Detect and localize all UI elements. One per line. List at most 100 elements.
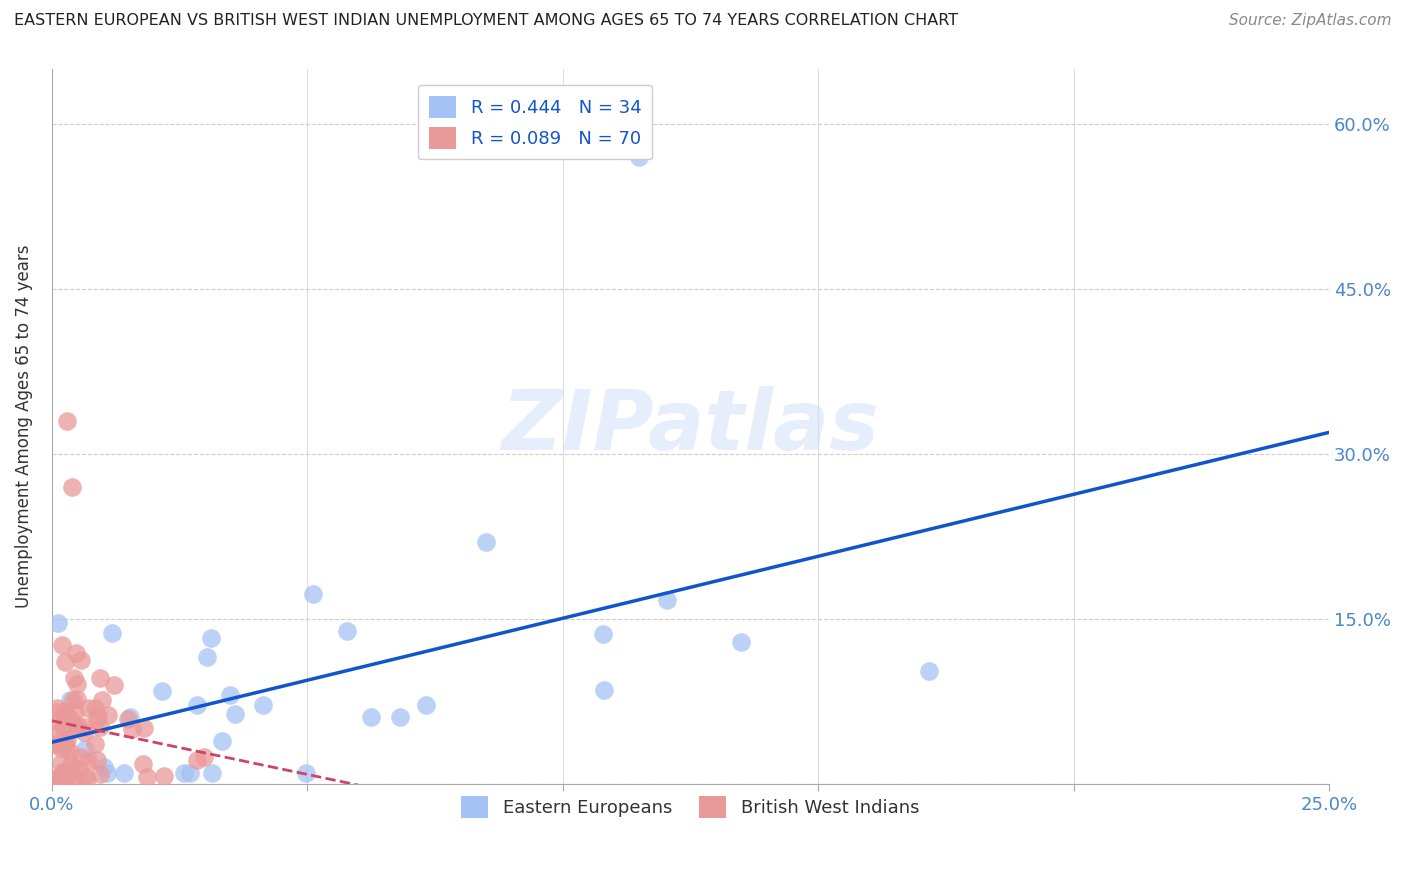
Point: [51, 772, 73, 786]
Point: [62, 671, 84, 685]
Point: [179, 766, 201, 780]
Point: [51, 765, 73, 780]
Point: [97, 708, 120, 723]
Point: [193, 749, 215, 764]
Point: [730, 634, 752, 648]
Point: [48, 770, 70, 784]
Point: [101, 625, 124, 640]
Point: [70, 653, 93, 667]
Point: [360, 710, 382, 724]
Point: [655, 592, 678, 607]
Point: [118, 710, 141, 724]
Point: [132, 757, 155, 772]
Point: [62, 693, 84, 707]
Point: [53, 764, 76, 779]
Point: [918, 664, 941, 678]
Point: [77, 701, 100, 715]
Point: [96, 766, 118, 780]
Text: ZIPatlas: ZIPatlas: [502, 386, 879, 467]
Point: [56, 414, 79, 428]
Point: [45, 701, 67, 715]
Point: [53, 736, 76, 750]
Point: [592, 626, 614, 640]
Point: [75, 769, 97, 783]
Point: [73, 741, 96, 756]
Point: [87, 709, 110, 723]
Point: [65, 705, 87, 719]
Point: [45, 738, 67, 752]
Point: [136, 770, 159, 784]
Point: [65, 647, 87, 661]
Point: [75, 720, 97, 734]
Point: [53, 772, 76, 786]
Point: [121, 722, 143, 736]
Point: [628, 150, 651, 164]
Point: [112, 766, 135, 780]
Point: [58, 766, 80, 780]
Point: [52, 721, 75, 735]
Point: [173, 766, 195, 780]
Point: [46, 616, 69, 631]
Point: [388, 710, 411, 724]
Point: [66, 677, 89, 691]
Text: EASTERN EUROPEAN VS BRITISH WEST INDIAN UNEMPLOYMENT AMONG AGES 65 TO 74 YEARS C: EASTERN EUROPEAN VS BRITISH WEST INDIAN …: [14, 13, 957, 29]
Point: [59, 711, 82, 725]
Point: [59, 692, 82, 706]
Point: [53, 655, 76, 669]
Point: [76, 772, 98, 786]
Point: [83, 738, 105, 752]
Point: [336, 624, 359, 639]
Point: [86, 712, 108, 726]
Point: [186, 698, 208, 713]
Point: [89, 671, 111, 685]
Point: [55, 741, 77, 756]
Point: [56, 723, 79, 737]
Point: [89, 767, 111, 781]
Point: [153, 769, 176, 783]
Text: Source: ZipAtlas.com: Source: ZipAtlas.com: [1229, 13, 1392, 29]
Point: [415, 698, 437, 712]
Point: [195, 650, 218, 665]
Point: [60, 480, 83, 494]
Point: [201, 766, 224, 780]
Point: [89, 720, 111, 734]
Point: [51, 772, 73, 786]
Point: [58, 765, 80, 780]
Point: [56, 766, 79, 780]
Point: [60, 772, 83, 786]
Point: [55, 707, 77, 722]
Point: [91, 692, 114, 706]
Point: [86, 753, 108, 767]
Point: [70, 749, 93, 764]
Point: [65, 719, 87, 733]
Point: [593, 682, 616, 697]
Point: [53, 772, 76, 786]
Point: [53, 704, 76, 718]
Point: [218, 688, 240, 702]
Point: [59, 746, 82, 760]
Point: [66, 772, 89, 786]
Point: [295, 766, 318, 780]
Point: [84, 700, 107, 714]
Point: [65, 718, 87, 732]
Point: [45, 714, 67, 728]
Point: [103, 678, 125, 692]
Point: [224, 706, 246, 721]
Point: [51, 638, 73, 652]
Point: [66, 692, 89, 706]
Point: [45, 772, 67, 786]
Point: [302, 586, 325, 600]
Point: [60, 757, 83, 772]
Point: [55, 733, 77, 747]
Y-axis label: Unemployment Among Ages 65 to 74 years: Unemployment Among Ages 65 to 74 years: [15, 244, 32, 608]
Point: [67, 762, 90, 776]
Point: [59, 762, 82, 776]
Point: [186, 752, 208, 766]
Point: [150, 684, 173, 698]
Point: [49, 741, 72, 756]
Point: [211, 734, 233, 748]
Point: [475, 535, 498, 549]
Point: [200, 632, 222, 646]
Point: [117, 712, 139, 726]
Point: [134, 721, 156, 735]
